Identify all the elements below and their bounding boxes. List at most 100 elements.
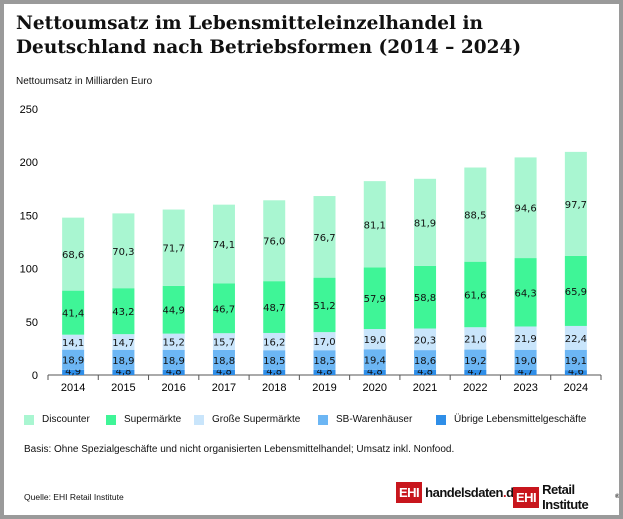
legend-item: SB-Warenhäuser	[318, 414, 412, 425]
data-label: 18,9	[62, 356, 84, 367]
bar-segment	[62, 349, 85, 370]
bar-segment	[363, 267, 386, 330]
data-label: 19,1	[565, 356, 587, 367]
data-label: 21,0	[464, 334, 486, 345]
x-tick-label: 2022	[463, 382, 487, 394]
bar-segment	[514, 258, 537, 327]
bar-segment	[363, 329, 386, 350]
data-label: 71,7	[163, 244, 185, 255]
bar-segment	[414, 328, 437, 351]
data-label: 4,8	[367, 367, 383, 378]
data-label: 18,5	[313, 356, 335, 367]
data-label: 41,4	[62, 309, 84, 320]
data-label: 18,9	[163, 356, 185, 367]
bar-segment	[564, 349, 587, 371]
bar-segment	[112, 213, 135, 289]
data-label: 15,2	[163, 338, 185, 349]
bar-segment	[564, 255, 587, 326]
x-tick-label: 2019	[312, 382, 336, 394]
basis-note: Basis: Ohne Spezialgeschäfte und nicht o…	[24, 444, 455, 455]
data-label: 68,6	[62, 250, 84, 261]
data-label: 70,3	[112, 247, 134, 258]
bar-segment	[212, 369, 235, 375]
y-axis-label: Nettoumsatz in Milliarden Euro	[16, 76, 153, 87]
bar-segment	[514, 369, 537, 375]
data-label: 4,8	[417, 367, 433, 378]
bar-segment	[263, 200, 286, 282]
legend-item: Große Supermärkte	[194, 414, 300, 425]
bar-segment	[112, 349, 135, 370]
data-label: 4,8	[115, 367, 131, 378]
bar-segment	[414, 350, 437, 370]
data-label: 20,3	[414, 335, 436, 346]
bar-segment	[363, 369, 386, 375]
data-label: 48,7	[263, 303, 285, 314]
bar-segment	[564, 325, 587, 350]
y-tick-label: 50	[26, 317, 38, 329]
data-label: 18,9	[112, 356, 134, 367]
data-label: 14,1	[62, 338, 84, 349]
y-tick-label: 200	[20, 157, 38, 169]
y-tick-label: 150	[20, 210, 38, 222]
bar-segment	[112, 288, 135, 335]
data-label: 4,8	[166, 367, 182, 378]
data-label: 4,6	[568, 367, 584, 378]
bar-segment	[564, 370, 587, 375]
legend-label: Supermärkte	[124, 414, 182, 425]
bar-segment	[564, 151, 587, 256]
data-label: 14,7	[112, 338, 134, 349]
data-label: 57,9	[364, 294, 386, 305]
bar-segment	[464, 369, 487, 375]
data-label: 61,6	[464, 290, 486, 301]
bar-segment	[62, 290, 85, 335]
data-label: 19,2	[464, 356, 486, 367]
legend-label: SB-Warenhäuser	[336, 414, 413, 425]
chart-plot: 0501001502002504,918,914,141,468,620144,…	[20, 104, 602, 394]
bar-segment	[162, 333, 185, 350]
legend-label: Discounter	[42, 414, 90, 425]
bar-segment	[112, 369, 135, 375]
x-tick-label: 2017	[212, 382, 236, 394]
legend-swatch	[194, 414, 204, 425]
data-label: 21,9	[514, 334, 536, 345]
bar-segment	[514, 349, 537, 370]
bar-segment	[212, 204, 235, 284]
bar-segment	[514, 326, 537, 350]
bar-segment	[464, 349, 487, 370]
data-label: 15,7	[213, 338, 235, 349]
data-label: 4,8	[216, 367, 232, 378]
x-tick-label: 2015	[111, 382, 135, 394]
data-label: 81,1	[364, 220, 386, 231]
bar-segment	[263, 332, 286, 351]
bar-segment	[464, 167, 487, 262]
data-label: 4,7	[467, 367, 483, 378]
legend-item: Supermärkte	[106, 414, 181, 425]
data-label: 76,0	[263, 237, 285, 248]
data-label: 76,7	[313, 233, 335, 244]
bar-segment	[363, 181, 386, 268]
bar-segment	[62, 369, 85, 375]
bar-segment	[263, 369, 286, 375]
y-tick-label: 250	[20, 104, 38, 116]
x-tick-label: 2021	[413, 382, 437, 394]
data-label: 19,0	[364, 335, 386, 346]
bar-segment	[162, 209, 185, 286]
data-label: 44,9	[163, 306, 185, 317]
legend-swatch	[106, 414, 116, 425]
bar-segment	[263, 350, 286, 370]
bar-segment	[212, 333, 235, 350]
bar-segment	[313, 332, 336, 351]
bar-segment	[514, 157, 537, 259]
data-label: 43,2	[112, 307, 134, 318]
data-label: 18,5	[263, 356, 285, 367]
data-label: 65,9	[565, 287, 587, 298]
bar-segment	[313, 369, 336, 375]
bar-segment	[414, 265, 437, 329]
data-label: 88,5	[464, 211, 486, 222]
x-tick-label: 2020	[363, 382, 387, 394]
legend-label: Übrige Lebensmittelgeschäfte	[454, 414, 587, 425]
data-label: 46,7	[213, 304, 235, 315]
x-tick-label: 2016	[161, 382, 185, 394]
ehi-retail-institute-logo[interactable]: EHI Retail Institute ®	[513, 482, 619, 512]
